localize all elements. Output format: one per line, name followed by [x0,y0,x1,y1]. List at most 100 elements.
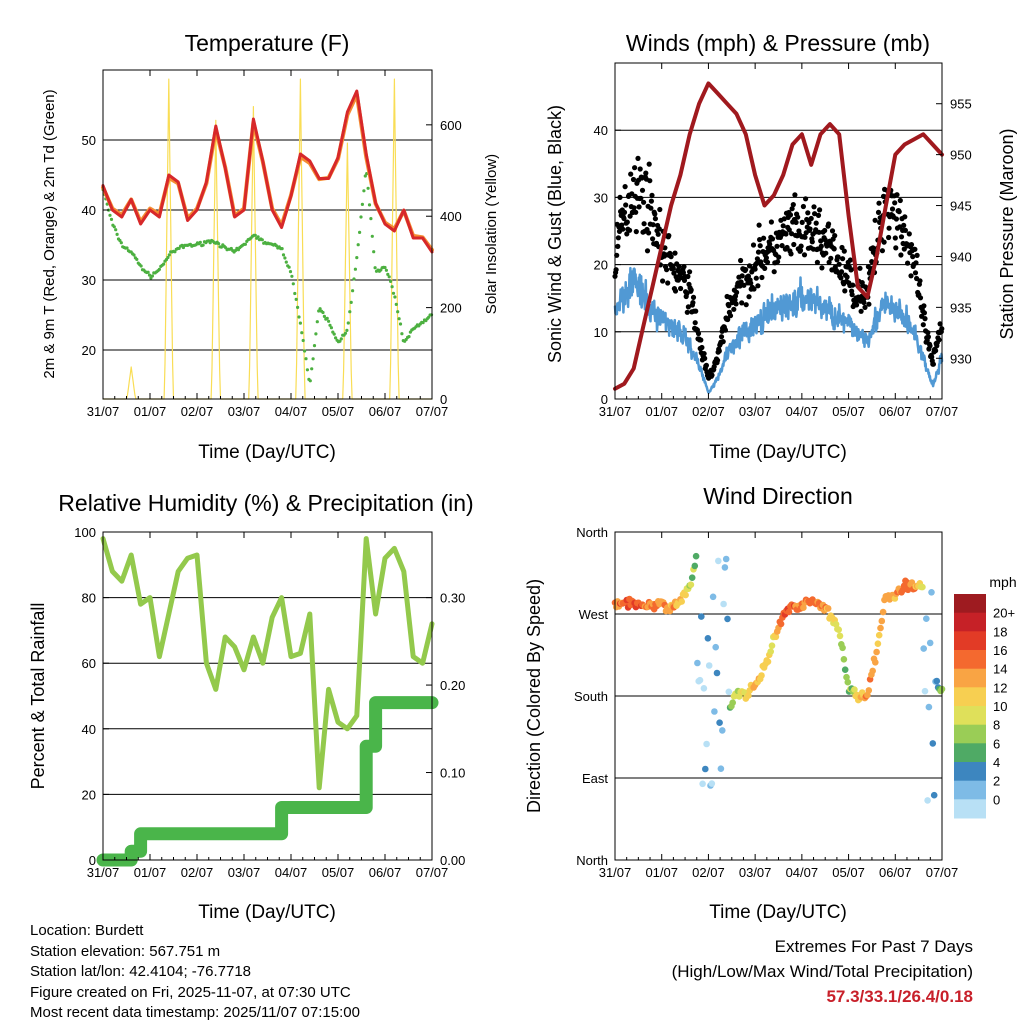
relative-humidity-line [100,536,435,791]
gust-point [866,301,872,307]
dewpoint-point [370,234,374,238]
direction-title: Wind Direction [703,483,853,509]
dewpoint-point [351,289,355,293]
gust-point [937,321,943,327]
gust-point [802,234,808,240]
gust-point [917,278,923,284]
y-tick-label: 100 [74,525,96,540]
direction-point [872,659,879,666]
gust-point [779,243,785,249]
y-tick-label: 40 [594,123,608,138]
created-text: Figure created on Fri, 2025-11-07, at 07… [30,983,351,1001]
direction-point [877,624,884,632]
gust-point [910,254,916,260]
direction-ylabel: Direction (Colored By Speed) [524,579,544,813]
x-tick-label: 05/07 [832,865,865,880]
colorbar-tick-label: 2 [993,774,1000,789]
y-tick-label: 50 [82,133,96,148]
gust-point [699,344,705,351]
gust-point [808,215,814,222]
x-tick-label: 02/07 [692,865,725,880]
latest-text: Most recent data timestamp: 2025/11/07 0… [30,1004,360,1021]
gust-point [621,215,627,222]
gust-point [678,285,684,292]
direction-point [929,740,937,747]
y-right-tick-label: 200 [440,301,462,316]
gust-point [790,202,796,208]
colorbar-swatch [954,612,986,632]
direction-point [921,687,929,695]
dewpoint-point [305,368,309,372]
gust-point [886,234,892,241]
dewpoint-point [358,230,362,234]
gust-point [627,227,633,233]
dewpoint-point [363,174,367,178]
direction-point [839,644,846,652]
gust-point [929,354,935,360]
dewpoint-point [353,267,357,271]
y-tick-label: North [576,853,608,868]
gust-point [620,226,626,232]
dewpoint-point [359,215,363,219]
gust-point [615,243,621,249]
direction-point [725,688,733,696]
colorbar-tick-label: 16 [993,643,1007,658]
direction-point [930,791,938,799]
dewpoint-point [398,322,403,326]
gust-point [624,231,630,237]
gust-point [781,216,787,222]
gust-point [835,254,841,260]
y-right-tick-label: 0.00 [440,853,465,868]
winds-title: Winds (mph) & Pressure (mb) [626,30,930,56]
gust-point [844,274,850,280]
direction-point [705,662,713,669]
dewpoint-point [280,247,284,251]
gust-point [764,259,771,265]
gust-point [892,200,898,206]
gust-point [789,206,795,212]
gust-point [752,266,758,272]
gust-point [788,251,794,257]
gust-point [807,226,813,232]
gust-point [920,322,926,328]
gust-point [786,227,792,233]
gust-point [684,309,690,315]
gust-point [666,233,672,239]
gust-point [644,248,651,254]
gust-point [797,247,804,254]
colorbar-tick-label: 18 [993,624,1007,639]
direction-point [869,667,876,675]
y-tick-label: 0 [89,853,96,868]
direction-point [772,633,780,641]
direction-point [696,676,704,684]
direction-point [777,620,785,628]
y-right-tick-label: 0.30 [440,591,465,606]
gust-point [817,207,823,213]
dewpoint-point [393,295,397,299]
station-info: Location: Burdett Station elevation: 567… [30,921,360,1024]
dewpoint-point [201,243,205,247]
temp-9m-line [101,92,434,252]
gust-point [738,257,744,264]
colorbar-tick-label: 14 [993,662,1007,677]
gust-point [801,252,808,258]
direction-point [699,780,706,788]
gust-point [755,249,762,255]
winds-ylabel-right: Station Pressure (Maroon) [997,128,1017,339]
dewpoint-point [348,310,352,314]
dewpoint-point [139,264,143,268]
direction-point [920,645,927,652]
x-tick-label: 06/07 [879,404,912,419]
gust-point [734,289,740,295]
gust-point [619,222,625,228]
gust-point [649,192,655,198]
gust-point [665,280,671,286]
gust-point [687,269,693,275]
gust-point [732,297,738,303]
dewpoint-point [352,277,356,281]
gust-point [818,238,824,244]
dewpoint-point [296,305,300,309]
gust-point [826,221,832,227]
gust-point [936,337,942,343]
gust-point [769,236,776,242]
